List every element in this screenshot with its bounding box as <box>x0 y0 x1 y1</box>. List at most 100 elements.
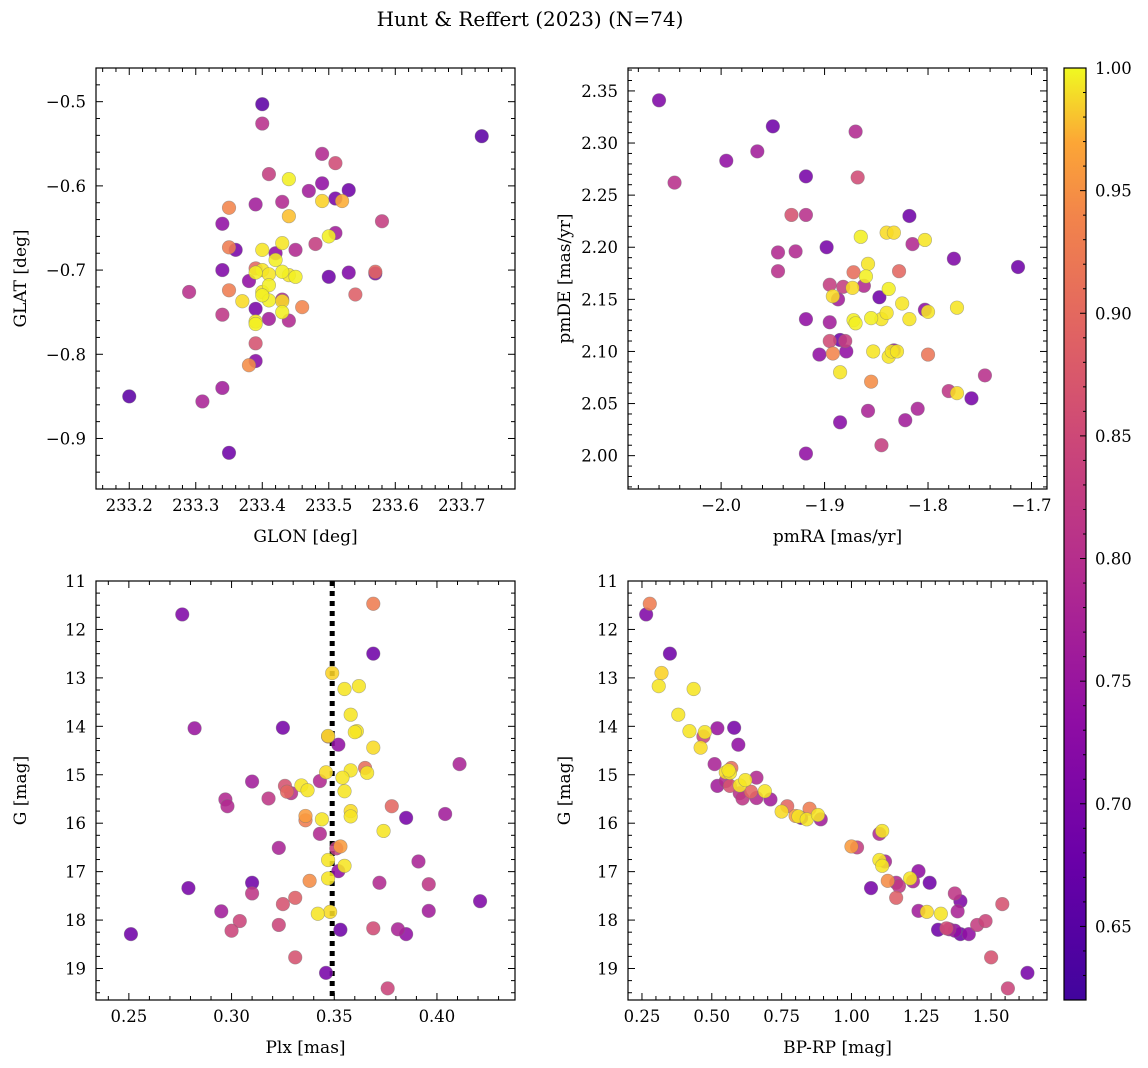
data-point <box>875 823 890 839</box>
data-point <box>275 264 290 279</box>
data-point <box>372 875 387 890</box>
data-point <box>320 852 336 868</box>
data-point <box>275 194 290 209</box>
data-point <box>651 93 667 108</box>
data-point <box>850 170 865 185</box>
data-point <box>710 721 725 736</box>
data-point <box>825 289 840 304</box>
data-point <box>798 312 814 327</box>
data-point <box>874 438 889 453</box>
data-point <box>175 607 190 622</box>
data-point <box>819 240 834 255</box>
x-tick-label: 0.50 <box>693 1007 730 1026</box>
data-point <box>721 763 736 778</box>
y-tick-label: −0.6 <box>46 177 86 196</box>
data-point <box>902 208 917 224</box>
data-point <box>881 281 896 297</box>
data-point <box>366 921 381 936</box>
colorbar-tick-label: 1.00 <box>1095 59 1132 78</box>
data-point <box>654 665 669 681</box>
data-point <box>328 156 343 171</box>
data-point <box>832 415 848 430</box>
colorbar-gradient <box>1063 67 1087 1001</box>
data-point <box>848 124 863 139</box>
data-point <box>281 172 296 187</box>
data-point <box>788 244 803 259</box>
data-point <box>314 812 330 827</box>
x-tick-label: 233.3 <box>172 496 219 515</box>
data-point <box>181 881 196 896</box>
colorbar: 1.00 0.95 0.90 0.85 0.80 0.75 0.70 0.65 <box>1063 59 1132 1001</box>
y-tick-label: 11 <box>597 572 618 591</box>
data-point <box>919 904 934 919</box>
y-axis-label: G [mag] <box>555 756 575 825</box>
colorbar-tick-label: 0.75 <box>1095 672 1132 691</box>
data-point <box>812 347 827 362</box>
data-point <box>312 826 327 841</box>
y-tick-label: 14 <box>65 717 86 736</box>
colorbar-ticks: 1.00 0.95 0.90 0.85 0.80 0.75 0.70 0.65 <box>1080 59 1132 976</box>
data-point <box>886 225 901 240</box>
data-point <box>122 389 137 404</box>
data-point <box>848 316 863 331</box>
y-tick-label: 2.20 <box>581 238 618 257</box>
x-axis-label: pmRA [mas/yr] <box>773 527 902 547</box>
data-point <box>195 394 210 409</box>
data-point <box>221 200 237 215</box>
data-point <box>380 981 395 996</box>
data-point <box>825 346 840 361</box>
y-tick-label: −0.9 <box>46 429 86 448</box>
data-point <box>248 301 263 316</box>
y-tick-label: 17 <box>65 863 86 882</box>
data-point <box>920 347 936 362</box>
data-point <box>341 182 356 198</box>
data-point <box>950 904 965 919</box>
x-tick-label: 0.25 <box>110 1007 147 1026</box>
data-point <box>798 169 814 184</box>
data-point <box>221 240 237 255</box>
data-point <box>221 283 237 298</box>
data-point <box>214 904 229 919</box>
data-point <box>750 144 765 159</box>
colorbar-tick-label: 0.70 <box>1095 795 1132 814</box>
y-tick-label: 13 <box>597 669 618 688</box>
data-point <box>351 679 367 694</box>
data-point <box>903 871 918 886</box>
data-point <box>697 725 712 740</box>
data-point <box>933 906 948 921</box>
data-point <box>765 119 780 134</box>
data-point <box>331 737 346 752</box>
data-point <box>399 810 414 825</box>
data-point <box>667 175 682 190</box>
data-point <box>318 765 334 780</box>
y-tick-label: 2.10 <box>581 342 618 361</box>
panel-1: 233.2 233.3 233.4 233.5 233.6 233.7 −0.5 −0.6 −0… <box>11 67 516 547</box>
data-point <box>348 287 363 302</box>
data-point <box>215 380 230 396</box>
data-point <box>757 784 772 799</box>
data-point <box>949 300 965 315</box>
data-point <box>123 927 139 942</box>
data-point <box>889 890 904 905</box>
data-point <box>838 333 853 349</box>
data-point <box>889 344 905 359</box>
y-tick-label: 2.30 <box>581 134 618 153</box>
x-tick-label: 1.25 <box>903 1007 940 1026</box>
data-point <box>798 207 814 223</box>
data-point <box>320 728 336 744</box>
y-tick-label: 2.35 <box>581 82 618 101</box>
data-point <box>323 904 338 919</box>
data-point <box>308 236 323 252</box>
data-point <box>288 242 303 257</box>
data-point <box>798 446 814 461</box>
data-point <box>662 646 678 661</box>
data-point <box>268 252 283 268</box>
data-point <box>318 965 334 980</box>
data-point <box>275 720 291 735</box>
data-point <box>347 725 362 740</box>
data-point <box>295 300 310 315</box>
y-tick-label: −0.8 <box>46 345 86 364</box>
data-point <box>300 783 315 798</box>
x-tick-label: 0.30 <box>213 1007 250 1026</box>
data-point <box>275 896 291 912</box>
